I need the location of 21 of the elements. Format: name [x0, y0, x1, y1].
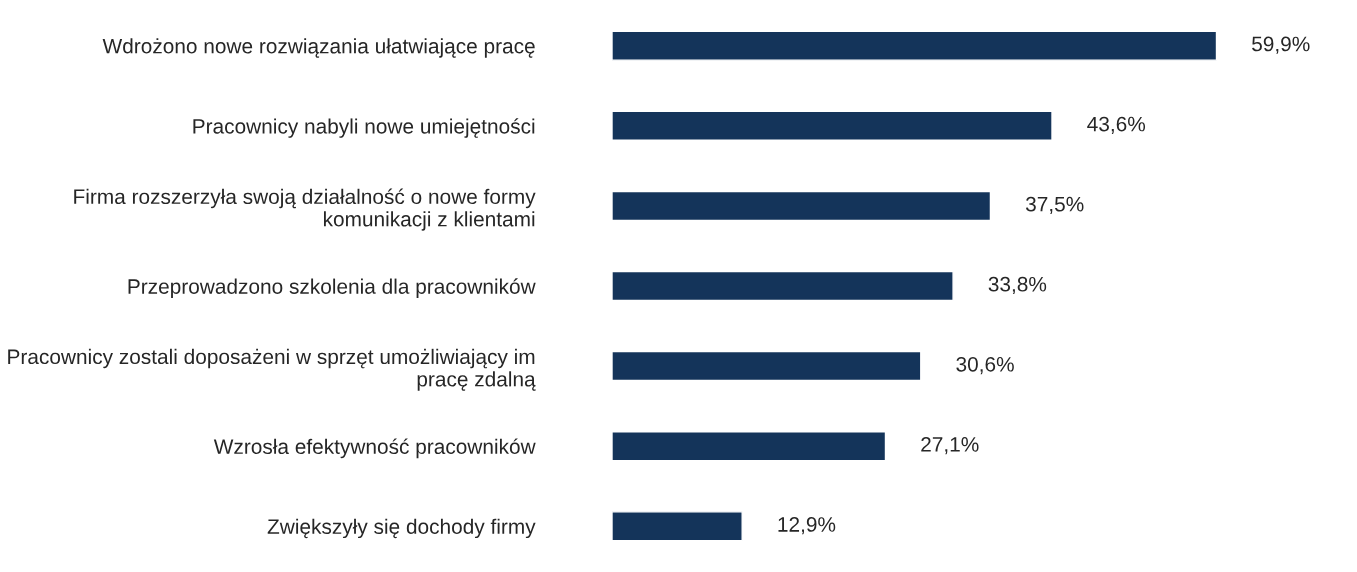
data-label: 12,9%: [778, 517, 836, 535]
bar: [612, 350, 922, 382]
y-tick-label: Zwiększyły się dochody firmy: [267, 518, 536, 539]
y-tick-label: Wzrosła efektywność pracowników: [213, 438, 536, 459]
bar: [612, 110, 1053, 141]
data-label: 37,5%: [1025, 196, 1084, 214]
bar: [612, 190, 992, 222]
y-tick-label: Pracownicy zostali doposażeni w sprzęt umożliwiający im pracę zdalną: [8, 348, 536, 391]
bar: [612, 511, 743, 542]
data-label: 33,8%: [988, 276, 1047, 295]
data-label: 43,6%: [1087, 116, 1146, 134]
bar: [612, 30, 1218, 61]
data-label: 30,6%: [956, 356, 1014, 375]
data-label: 27,1%: [921, 437, 979, 455]
data-label: 59,9%: [1252, 36, 1310, 54]
y-tick-label: Firma rozszerzyła swoją działalność o nowe formy komunikacji z klientami: [74, 188, 536, 231]
y-tick-label: Wdrożono nowe rozwiązania ułatwiające pracę: [102, 38, 535, 58]
bar: [612, 431, 887, 462]
y-tick-label: Przeprowadzono szkolenia dla pracowników: [128, 278, 536, 298]
y-tick-label: Pracownicy nabyli nowe umiejętności: [193, 118, 535, 138]
bar: [612, 270, 954, 302]
